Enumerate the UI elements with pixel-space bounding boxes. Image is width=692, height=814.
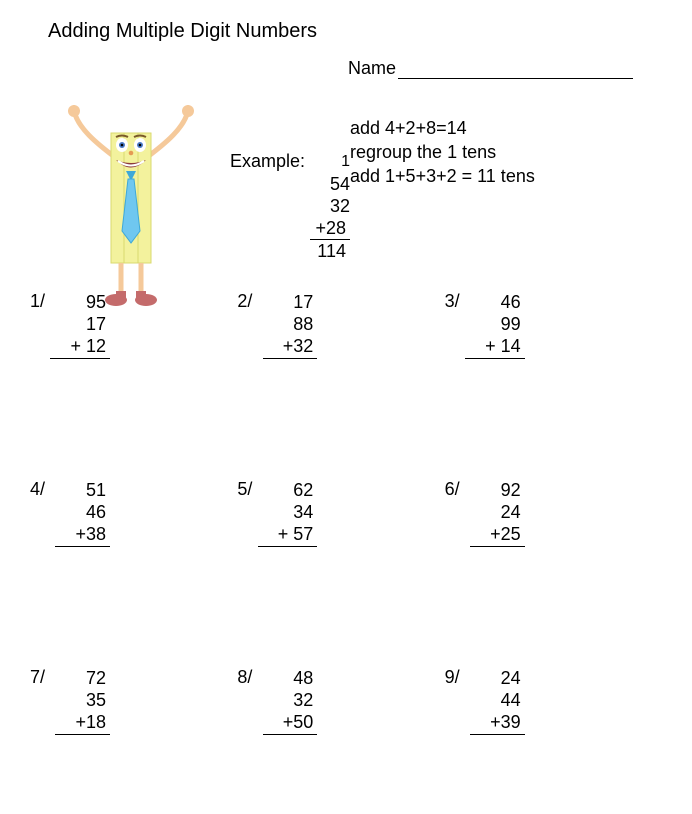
addend: 62 — [257, 479, 317, 501]
problem-3: 3/ 46 99 + 14 — [445, 291, 652, 359]
problem-row: 1/ 95 17 + 12 2/ 17 88 +32 3/ 46 — [30, 291, 652, 359]
problem-number: 4/ — [30, 479, 45, 500]
addend: 24 — [465, 501, 525, 523]
example-n1: 54 — [310, 173, 350, 195]
addend: 34 — [257, 501, 317, 523]
addend: 17 — [50, 313, 110, 335]
problem-number: 8/ — [237, 667, 252, 688]
addend: 51 — [50, 479, 110, 501]
example-label: Example: — [230, 151, 305, 171]
addend: 24 — [465, 667, 525, 689]
example-n2: 32 — [310, 195, 350, 217]
problem-number: 5/ — [237, 479, 252, 500]
example-notes: add 4+2+8=14 regroup the 1 tens add 1+5+… — [350, 116, 535, 188]
problem-number: 6/ — [445, 479, 460, 500]
problem-number: 9/ — [445, 667, 460, 688]
addend: 35 — [50, 689, 110, 711]
example-block: Example: 1 54 32 +28 114 — [230, 151, 305, 172]
addend-last: +25 — [470, 523, 525, 547]
problem-9: 9/ 24 44 +39 — [445, 667, 652, 735]
problem-5: 5/ 62 34 + 57 — [237, 479, 444, 547]
problem-7: 7/ 72 35 +18 — [30, 667, 237, 735]
addend: 17 — [257, 291, 317, 313]
problem-number: 1/ — [30, 291, 45, 312]
addend-last: +39 — [470, 711, 525, 735]
example-column: 1 54 32 +28 114 — [310, 151, 350, 262]
addend: 44 — [465, 689, 525, 711]
problem-number: 3/ — [445, 291, 460, 312]
problem-2: 2/ 17 88 +32 — [237, 291, 444, 359]
addend-last: +18 — [55, 711, 110, 735]
addend-last: +38 — [55, 523, 110, 547]
problem-1: 1/ 95 17 + 12 — [30, 291, 237, 359]
problem-row: 7/ 72 35 +18 8/ 48 32 +50 9/ 24 — [30, 667, 652, 735]
addend-last: + 57 — [258, 523, 318, 547]
addend: 46 — [465, 291, 525, 313]
addend: 99 — [465, 313, 525, 335]
problem-number: 7/ — [30, 667, 45, 688]
addend: 46 — [50, 501, 110, 523]
example-note-3: add 1+5+3+2 = 11 tens — [350, 164, 535, 188]
addend: 32 — [257, 689, 317, 711]
addend-last: + 14 — [465, 335, 525, 359]
addend: 88 — [257, 313, 317, 335]
example-note-1: add 4+2+8=14 — [350, 116, 535, 140]
problem-4: 4/ 51 46 +38 — [30, 479, 237, 547]
addend-last: +32 — [263, 335, 318, 359]
addend: 72 — [50, 667, 110, 689]
example-result: 114 — [310, 240, 350, 262]
example-n3: +28 — [310, 217, 350, 240]
addend: 92 — [465, 479, 525, 501]
addend-last: +50 — [263, 711, 318, 735]
worksheet-page: Adding Multiple Digit Numbers Name — [0, 0, 692, 775]
example-carry: 1 — [310, 151, 350, 173]
pencil-character-icon — [66, 103, 196, 313]
addend: 95 — [50, 291, 110, 313]
problem-row: 4/ 51 46 +38 5/ 62 34 + 57 6/ 92 — [30, 479, 652, 547]
addend: 48 — [257, 667, 317, 689]
page-title: Adding Multiple Digit Numbers — [48, 20, 652, 43]
problems-grid: 1/ 95 17 + 12 2/ 17 88 +32 3/ 46 — [30, 291, 652, 735]
top-area: Example: 1 54 32 +28 114 — [30, 61, 652, 281]
example-note-2: regroup the 1 tens — [350, 140, 535, 164]
problem-6: 6/ 92 24 +25 — [445, 479, 652, 547]
addend-last: + 12 — [50, 335, 110, 359]
problem-8: 8/ 48 32 +50 — [237, 667, 444, 735]
problem-number: 2/ — [237, 291, 252, 312]
